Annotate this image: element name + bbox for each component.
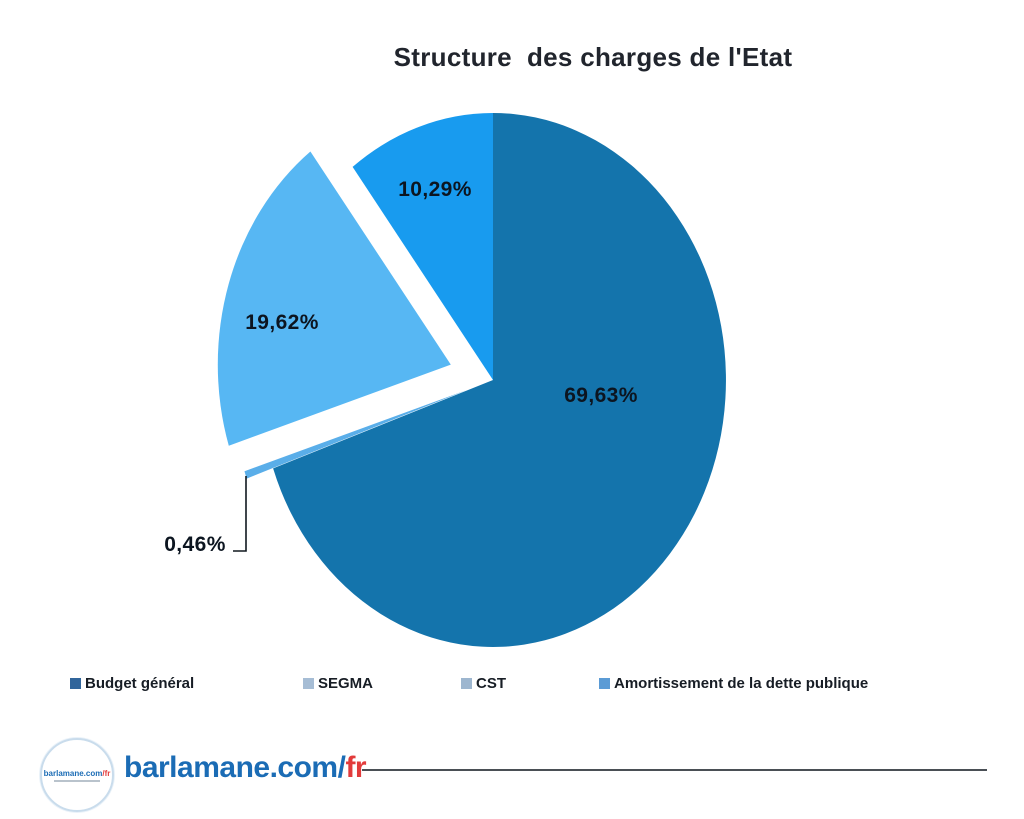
pie-slice-amortissement-de-la-dette-publique (352, 113, 493, 380)
pie-slice-budget-general (273, 113, 726, 647)
brand-main: barlamane.com/ (124, 751, 346, 784)
chart-title: Structure des charges de l'Etat (393, 42, 793, 72)
slice-label-budget-general: 69,63% (564, 384, 638, 407)
pie-slice-segma (244, 390, 467, 479)
site-logo: barlamane.com/fr (40, 738, 114, 812)
site-brand: barlamane.com/fr (124, 751, 367, 785)
slice-label-segma: 0,46% (164, 533, 226, 556)
leader-line-segma (233, 476, 247, 552)
slice-label-amortissement-de-la-dette-publique: 10,29% (398, 178, 472, 201)
pie-slice-cst (217, 151, 451, 446)
footer-divider-line (362, 769, 987, 771)
slice-label-cst: 19,62% (245, 311, 319, 334)
brand-suffix: fr (345, 751, 367, 784)
logo-text: barlamane.com/fr (43, 768, 111, 778)
logo-tagline (54, 779, 100, 782)
